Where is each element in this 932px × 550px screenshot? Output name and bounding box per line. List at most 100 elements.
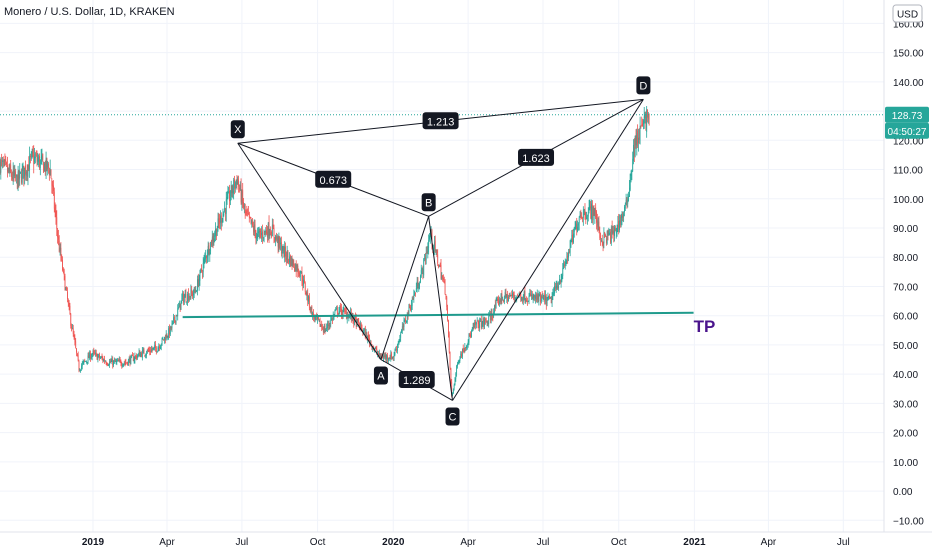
pattern-leg — [428, 216, 454, 401]
candle — [580, 209, 582, 220]
candle — [236, 175, 238, 190]
candle — [370, 340, 372, 347]
candle — [243, 198, 244, 210]
candle — [549, 293, 550, 300]
candle — [329, 322, 331, 330]
candle — [275, 234, 277, 247]
candle — [587, 207, 589, 222]
candle — [614, 225, 615, 242]
candle — [271, 218, 273, 237]
ratio-value: 0.673 — [319, 175, 347, 187]
candle — [506, 294, 508, 303]
candle — [222, 208, 224, 223]
candle — [183, 293, 185, 305]
candle — [137, 353, 139, 358]
candle — [619, 214, 621, 228]
candle — [582, 216, 583, 223]
candle — [564, 261, 565, 268]
candle — [478, 319, 480, 331]
candle — [585, 211, 587, 225]
candle — [609, 228, 611, 236]
candle — [163, 339, 165, 341]
candle — [2, 156, 4, 168]
candle — [410, 299, 412, 313]
candle — [74, 334, 76, 346]
candle — [628, 191, 629, 202]
pattern-point-a[interactable]: A — [373, 366, 388, 385]
candle — [259, 228, 261, 238]
candle — [160, 343, 162, 351]
candle — [466, 344, 467, 351]
candle — [227, 185, 229, 200]
candle — [436, 249, 438, 258]
candle — [135, 355, 137, 360]
candle — [164, 334, 166, 344]
candle — [174, 314, 175, 324]
y-tick-label: 0.00 — [893, 487, 913, 498]
candle — [131, 354, 133, 359]
candle — [387, 352, 388, 363]
candle — [526, 296, 527, 303]
tp-trendline[interactable] — [182, 311, 694, 319]
candle — [613, 225, 615, 243]
time-axis[interactable]: 2019 Apr Jul Oct 2020 Apr Jul Oct 2021 Apr Jul — [0, 531, 932, 548]
candle — [338, 306, 340, 316]
candle — [541, 291, 543, 299]
currency-button[interactable]: USD — [892, 4, 923, 23]
x-tick-label: Jul — [537, 537, 550, 548]
candle — [321, 320, 323, 332]
candle — [621, 211, 623, 226]
candle — [6, 161, 7, 167]
candle — [509, 292, 511, 298]
candle — [472, 322, 474, 332]
candle — [243, 203, 245, 214]
pattern-point-b[interactable]: B — [421, 193, 436, 212]
candle — [302, 274, 304, 291]
candle — [559, 274, 560, 285]
candle — [339, 305, 341, 315]
candle — [497, 296, 499, 304]
candle — [548, 295, 550, 301]
candle — [144, 354, 146, 358]
candle — [619, 214, 620, 233]
pattern-point-d[interactable]: D — [636, 76, 651, 95]
candle — [512, 291, 514, 300]
candle — [396, 345, 397, 353]
candle — [9, 163, 11, 177]
candle — [44, 160, 46, 176]
candle — [35, 150, 37, 157]
candle — [113, 357, 115, 364]
y-tick-label: 140.00 — [893, 78, 924, 89]
pattern-point-x[interactable]: X — [230, 120, 245, 139]
candles — [0, 106, 650, 398]
candle — [551, 292, 553, 308]
tp-line[interactable]: TP — [182, 311, 716, 336]
candle — [528, 292, 530, 305]
candle — [568, 248, 569, 262]
candle — [567, 252, 569, 264]
candle — [301, 266, 303, 286]
harmonic-pattern[interactable]: 1.213 0.673 1.623 1.289 X A B C D — [230, 76, 651, 426]
price-axis[interactable]: 160.00150.00140.00130.00120.00110.00100.… — [883, 0, 932, 550]
candle — [475, 321, 477, 329]
candle — [500, 293, 502, 306]
candle — [454, 377, 456, 386]
candle — [225, 191, 227, 222]
candle — [307, 288, 309, 307]
candle — [70, 312, 72, 329]
candle — [141, 347, 143, 361]
candle — [592, 205, 594, 226]
candle — [248, 206, 249, 216]
candle — [475, 319, 476, 330]
candle — [178, 300, 180, 308]
candle — [25, 160, 26, 181]
candle — [60, 242, 62, 262]
candle — [526, 297, 528, 306]
candle — [618, 213, 620, 235]
candle — [199, 269, 201, 286]
candle — [344, 307, 346, 315]
candle — [186, 301, 188, 305]
candle — [641, 116, 643, 127]
pattern-point-c[interactable]: C — [445, 407, 460, 426]
